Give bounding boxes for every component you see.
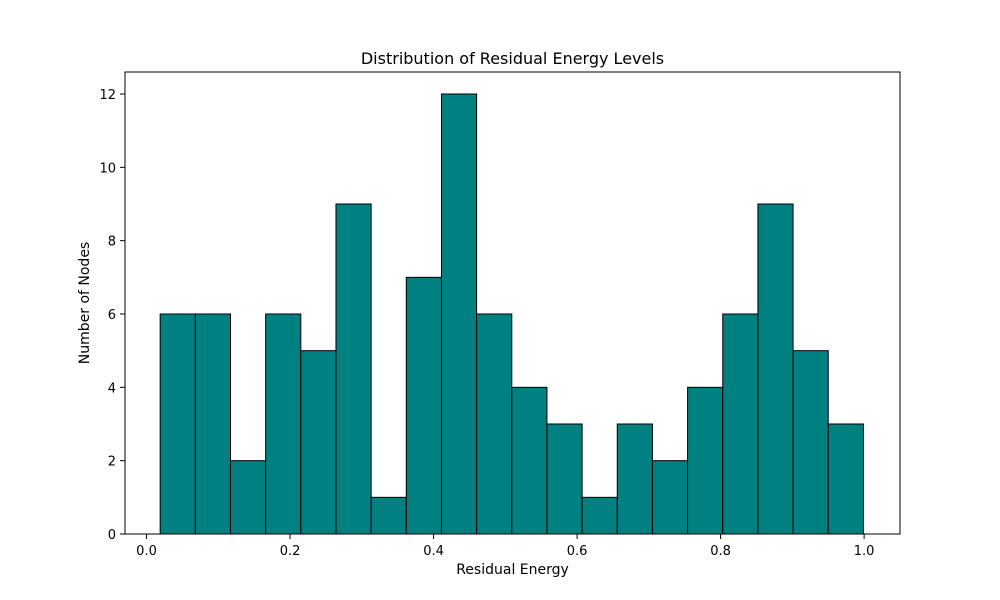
- x-tick-label: 1.0: [854, 544, 875, 559]
- chart-title: Distribution of Residual Energy Levels: [361, 49, 664, 68]
- histogram-bar: [581, 496, 618, 535]
- histogram-bar: [651, 460, 689, 535]
- histogram-bar: [194, 313, 231, 535]
- y-tick-label: 10: [99, 161, 116, 176]
- histogram-bar: [335, 203, 372, 535]
- histogram-bar: [300, 350, 337, 535]
- histogram-bar: [616, 423, 653, 535]
- y-tick-label: 12: [99, 88, 116, 103]
- x-tick-label: 0.6: [567, 544, 588, 559]
- y-tick-label: 4: [108, 381, 116, 396]
- y-tick-label: 0: [108, 528, 116, 543]
- x-tick-label: 0.4: [423, 544, 444, 559]
- histogram-bar: [229, 460, 267, 535]
- x-axis-ticks: 0.0 0.2 0.4 0.6 0.8 1.0: [136, 534, 874, 559]
- histogram-bar: [722, 313, 759, 535]
- histogram-bar: [159, 313, 196, 535]
- histogram-bar: [792, 350, 829, 535]
- x-tick-label: 0.8: [710, 544, 731, 559]
- y-axis-label: Number of Nodes: [77, 242, 93, 364]
- x-tick-label: 0.0: [136, 544, 157, 559]
- histogram-bar: [687, 386, 724, 535]
- histogram-bar: [440, 93, 478, 535]
- x-axis-label: Residual Energy: [456, 562, 569, 578]
- bars-group: [159, 93, 864, 535]
- histogram-bar: [476, 313, 513, 535]
- y-axis-ticks: 0 2 4 6 8 10 12: [99, 88, 125, 543]
- histogram-bar: [546, 423, 583, 535]
- histogram-bar: [405, 276, 442, 535]
- plot-frame: [124, 71, 901, 535]
- histogram-bar: [265, 313, 302, 535]
- y-tick-label: 6: [108, 308, 116, 323]
- x-tick-label: 0.2: [280, 544, 301, 559]
- y-tick-label: 2: [108, 455, 116, 470]
- histogram-bar: [370, 496, 407, 535]
- y-tick-label: 8: [108, 235, 116, 250]
- histogram-bar: [827, 423, 864, 535]
- histogram-bar: [757, 203, 794, 535]
- histogram-bar: [511, 386, 548, 535]
